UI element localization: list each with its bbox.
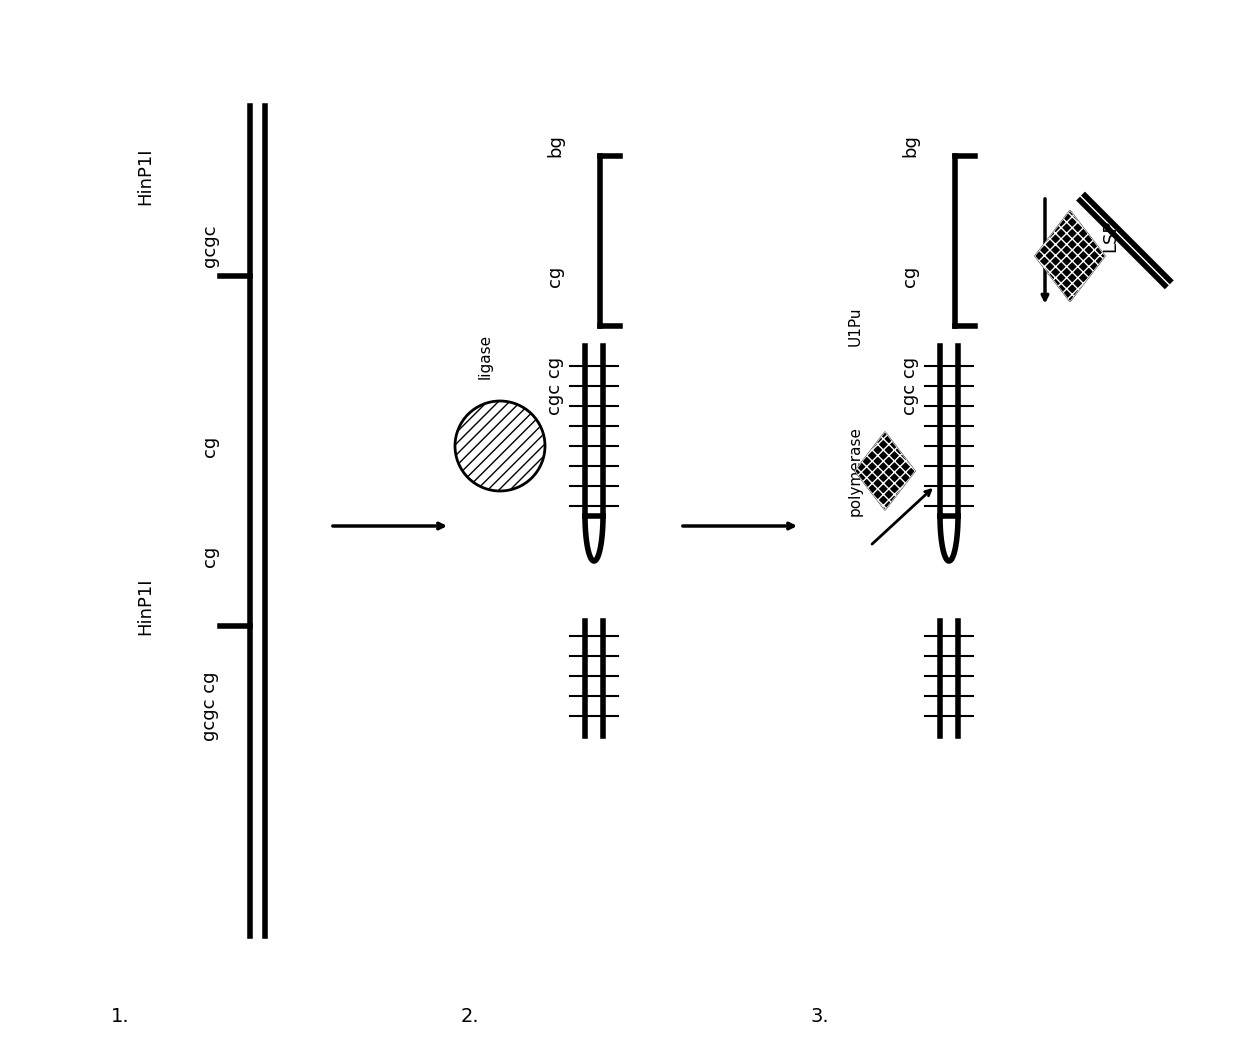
Text: LSP: LSP <box>1101 220 1118 252</box>
Text: cg: cg <box>901 265 919 286</box>
Text: HinP1I: HinP1I <box>136 578 154 635</box>
Text: cg: cg <box>201 545 219 567</box>
Text: cgc cg: cgc cg <box>901 357 919 415</box>
Text: cgc cg: cgc cg <box>546 357 564 415</box>
Text: cg: cg <box>201 435 219 456</box>
Text: cg: cg <box>546 265 564 286</box>
Text: 3.: 3. <box>811 1006 830 1025</box>
Text: ligase: ligase <box>477 334 492 378</box>
Text: bg: bg <box>901 134 919 157</box>
Polygon shape <box>856 432 915 510</box>
Polygon shape <box>1035 210 1105 302</box>
Text: polymerase: polymerase <box>847 426 863 516</box>
Text: gcgc: gcgc <box>201 225 219 267</box>
Text: U1Pu: U1Pu <box>847 306 863 345</box>
Text: gcgc cg: gcgc cg <box>201 672 219 740</box>
Text: 1.: 1. <box>110 1006 129 1025</box>
Text: HinP1I: HinP1I <box>136 147 154 205</box>
Text: 2.: 2. <box>461 1006 480 1025</box>
Text: bg: bg <box>546 134 564 157</box>
